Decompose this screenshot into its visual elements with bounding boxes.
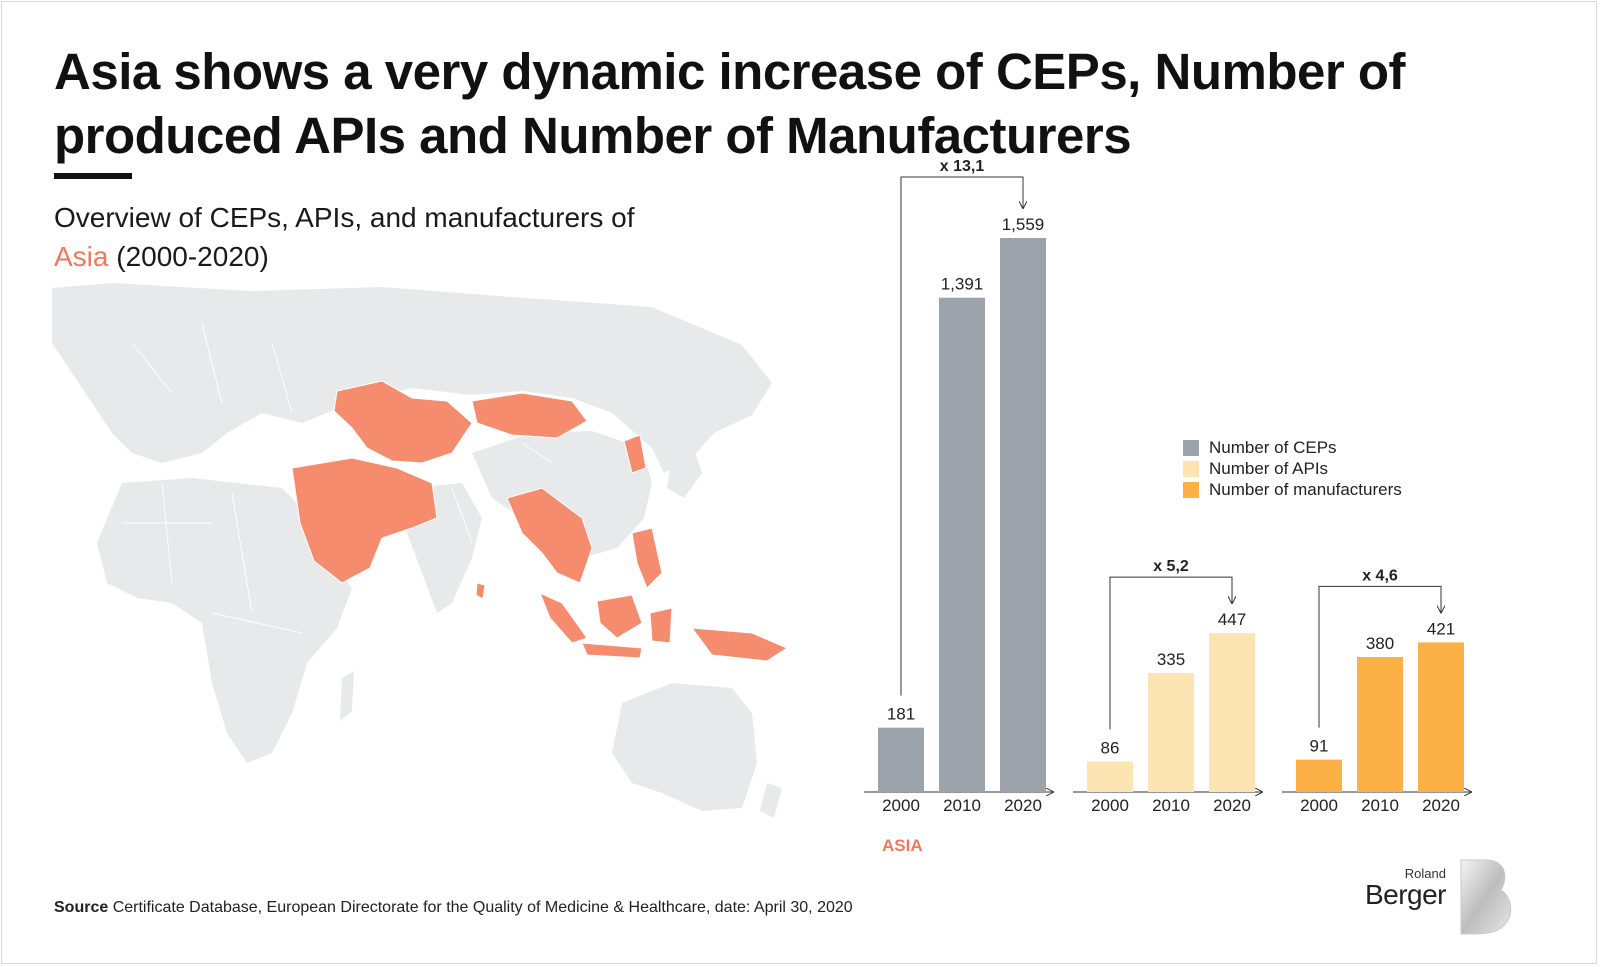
logo-b-icon xyxy=(1460,859,1512,935)
map-sulawesi xyxy=(649,607,673,644)
subtitle-prefix: Overview of CEPs, APIs, and manufacturer… xyxy=(54,202,635,233)
value-label-manufacturers-2020: 421 xyxy=(1427,619,1455,638)
map-borneo xyxy=(596,594,643,639)
growth-label-ceps: x 13,1 xyxy=(940,158,985,175)
legend-label-apis: Number of APIs xyxy=(1209,459,1329,478)
growth-label-manufacturers: x 4,6 xyxy=(1362,567,1398,584)
tick-label-ceps-2000: 2000 xyxy=(882,796,920,815)
legend-item-manufacturers: Number of manufacturers xyxy=(1183,479,1402,500)
legend-swatch-manufacturers xyxy=(1183,481,1199,498)
legend-item-ceps: Number of CEPs xyxy=(1183,437,1402,458)
legend-swatch-ceps xyxy=(1183,439,1199,456)
source-text: Certificate Database, European Directora… xyxy=(108,899,853,916)
world-map xyxy=(52,283,789,818)
page-title: Asia shows a very dynamic increase of CE… xyxy=(54,40,1454,168)
map-china-east xyxy=(472,431,652,558)
map-korea xyxy=(623,434,647,474)
map-europe-russia xyxy=(52,283,772,473)
chart-legend: Number of CEPs Number of APIs Number of … xyxy=(1183,437,1402,500)
source-label: Source xyxy=(54,899,109,916)
map-japan xyxy=(667,443,702,498)
value-label-manufacturers-2010: 380 xyxy=(1366,634,1394,653)
map-border-lines xyxy=(122,322,553,634)
value-label-ceps-2020: 1,559 xyxy=(1002,215,1045,234)
map-africa xyxy=(97,478,352,763)
bar-manufacturers-2000 xyxy=(1296,759,1342,792)
region-label: ASIA xyxy=(882,836,923,855)
bar-apis-2010 xyxy=(1148,672,1194,792)
map-new-zealand xyxy=(760,783,782,818)
map-sumatra xyxy=(539,592,588,644)
growth-bracket-manufacturers xyxy=(1318,585,1441,728)
map-mongolia xyxy=(471,392,588,439)
value-label-apis-2000: 86 xyxy=(1101,738,1120,757)
tick-label-manufacturers-2000: 2000 xyxy=(1300,796,1338,815)
roland-berger-logo: Roland Berger xyxy=(1365,859,1558,942)
growth-bracket-apis xyxy=(1109,576,1232,730)
bar-ceps-2010 xyxy=(939,297,985,792)
bar-manufacturers-2020 xyxy=(1418,642,1464,792)
title-line-1: Asia shows a very dynamic increase of CE… xyxy=(54,43,1406,100)
legend-label-manufacturers: Number of manufacturers xyxy=(1209,480,1402,499)
tick-label-apis-2020: 2020 xyxy=(1213,796,1251,815)
logo-roland-text: Roland xyxy=(1404,866,1446,881)
title-underline xyxy=(54,173,132,179)
bar-apis-2000 xyxy=(1087,761,1133,792)
legend-label-ceps: Number of CEPs xyxy=(1209,438,1337,457)
map-java xyxy=(581,642,643,659)
tick-label-ceps-2020: 2020 xyxy=(1004,796,1042,815)
subtitle-region: Asia xyxy=(54,241,109,272)
value-label-ceps-2010: 1,391 xyxy=(941,275,984,294)
value-label-apis-2020: 447 xyxy=(1218,610,1246,629)
tick-label-apis-2000: 2000 xyxy=(1091,796,1129,815)
logo-berger-text: Berger xyxy=(1364,879,1447,910)
tick-label-manufacturers-2020: 2020 xyxy=(1422,796,1460,815)
map-australia xyxy=(612,683,757,811)
map-philippines xyxy=(631,527,663,589)
map-mainland-southeast-asia xyxy=(506,487,593,584)
tick-label-apis-2010: 2010 xyxy=(1152,796,1190,815)
value-label-manufacturers-2000: 91 xyxy=(1310,737,1329,756)
bar-ceps-2000 xyxy=(878,727,924,792)
map-madagascar xyxy=(340,671,354,721)
map-middle-east xyxy=(291,457,438,584)
source-note: Source Certificate Database, European Di… xyxy=(54,899,853,917)
value-label-apis-2010: 335 xyxy=(1157,650,1185,669)
growth-bracket-ceps xyxy=(900,176,1023,696)
legend-item-apis: Number of APIs xyxy=(1183,458,1402,479)
map-new-guinea xyxy=(690,627,789,662)
title-line-2: produced APIs and Number of Manufacturer… xyxy=(54,107,1132,164)
growth-label-apis: x 5,2 xyxy=(1153,558,1189,575)
map-sri-lanka xyxy=(475,582,486,600)
tick-label-ceps-2010: 2010 xyxy=(943,796,981,815)
bar-ceps-2020 xyxy=(1000,238,1046,792)
bar-manufacturers-2010 xyxy=(1357,656,1403,792)
bar-apis-2020 xyxy=(1209,633,1255,792)
map-central-asia xyxy=(333,380,473,464)
value-label-ceps-2000: 181 xyxy=(887,705,915,724)
subtitle: Overview of CEPs, APIs, and manufacturer… xyxy=(54,198,634,276)
subtitle-suffix: (2000-2020) xyxy=(108,241,269,272)
tick-label-manufacturers-2010: 2010 xyxy=(1361,796,1399,815)
legend-swatch-apis xyxy=(1183,460,1199,477)
